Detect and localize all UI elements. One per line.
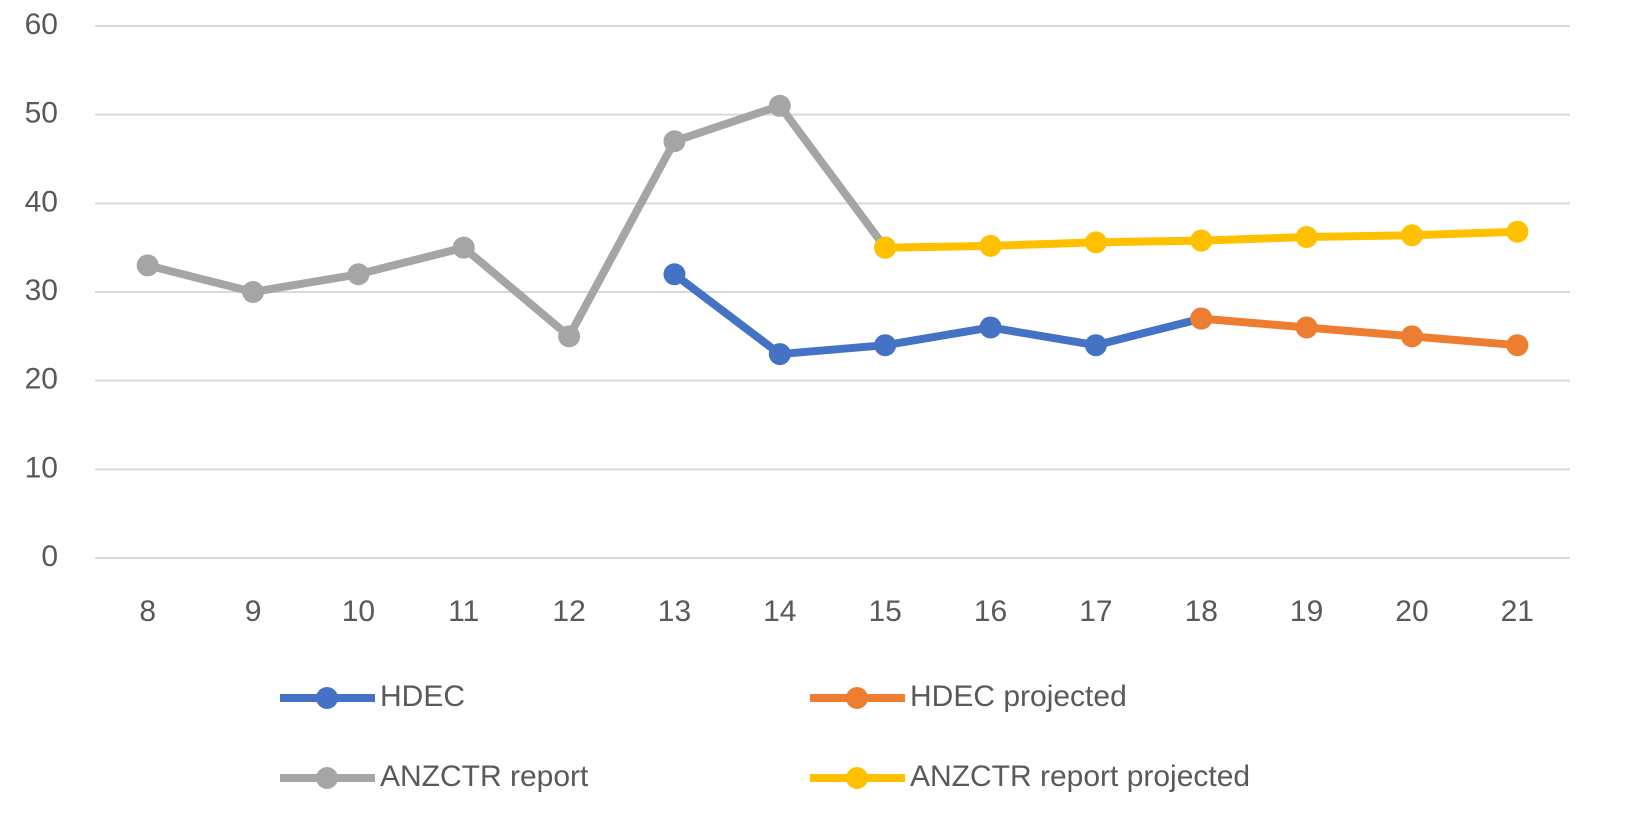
series-line [146,101,889,341]
x-tick-label: 8 [139,595,156,628]
series-line [1200,314,1518,350]
x-tick-label: 19 [1290,595,1323,628]
x-tick-label: 9 [245,595,262,628]
x-tick-label: 15 [868,595,901,628]
series-marker [1295,226,1318,249]
legend-label: ANZCTR report [380,760,589,793]
series-marker [1400,224,1423,247]
series-marker [874,334,897,357]
series-marker [242,281,265,303]
series-marker [663,130,686,153]
y-tick-label: 10 [25,451,58,484]
legend-marker [846,687,868,709]
series-marker [1084,334,1107,357]
legend-label: HDEC [380,680,465,713]
series-marker [1400,325,1423,348]
legend-marker [316,687,338,709]
x-tick-label: 14 [763,595,796,628]
series-marker [136,254,159,277]
x-tick-label: 16 [974,595,1007,628]
series-marker [558,325,581,348]
x-tick-label: 13 [658,595,691,628]
legend-marker [316,767,338,789]
series-marker [979,316,1002,339]
series-marker [347,263,370,286]
y-tick-label: 30 [25,274,58,307]
legend-label: HDEC projected [910,680,1127,713]
x-tick-label: 18 [1185,595,1218,628]
series-marker [874,236,897,259]
x-tick-label: 21 [1501,595,1534,628]
series-marker [1506,220,1529,243]
x-tick-label: 17 [1079,595,1112,628]
series-marker [1084,231,1107,254]
series-marker [768,94,791,117]
x-tick-label: 12 [552,595,585,628]
x-tick-label: 10 [342,595,375,628]
series-marker [979,234,1002,257]
series-marker [1190,307,1213,330]
series-marker [663,263,686,286]
series-marker [1506,334,1529,357]
series-marker [1190,229,1213,252]
x-tick-label: 20 [1395,595,1428,628]
y-tick-label: 50 [25,97,58,130]
y-tick-label: 40 [25,185,58,218]
x-tick-label: 11 [448,595,479,628]
y-tick-label: 20 [25,363,58,396]
legend-marker [846,767,868,789]
series-marker [1295,316,1318,339]
series-line [672,271,1203,359]
y-tick-label: 0 [41,540,58,573]
series-marker [452,236,475,259]
y-tick-label: 60 [25,8,58,41]
legend-label: ANZCTR report projected [910,760,1250,793]
series-marker [768,343,791,366]
